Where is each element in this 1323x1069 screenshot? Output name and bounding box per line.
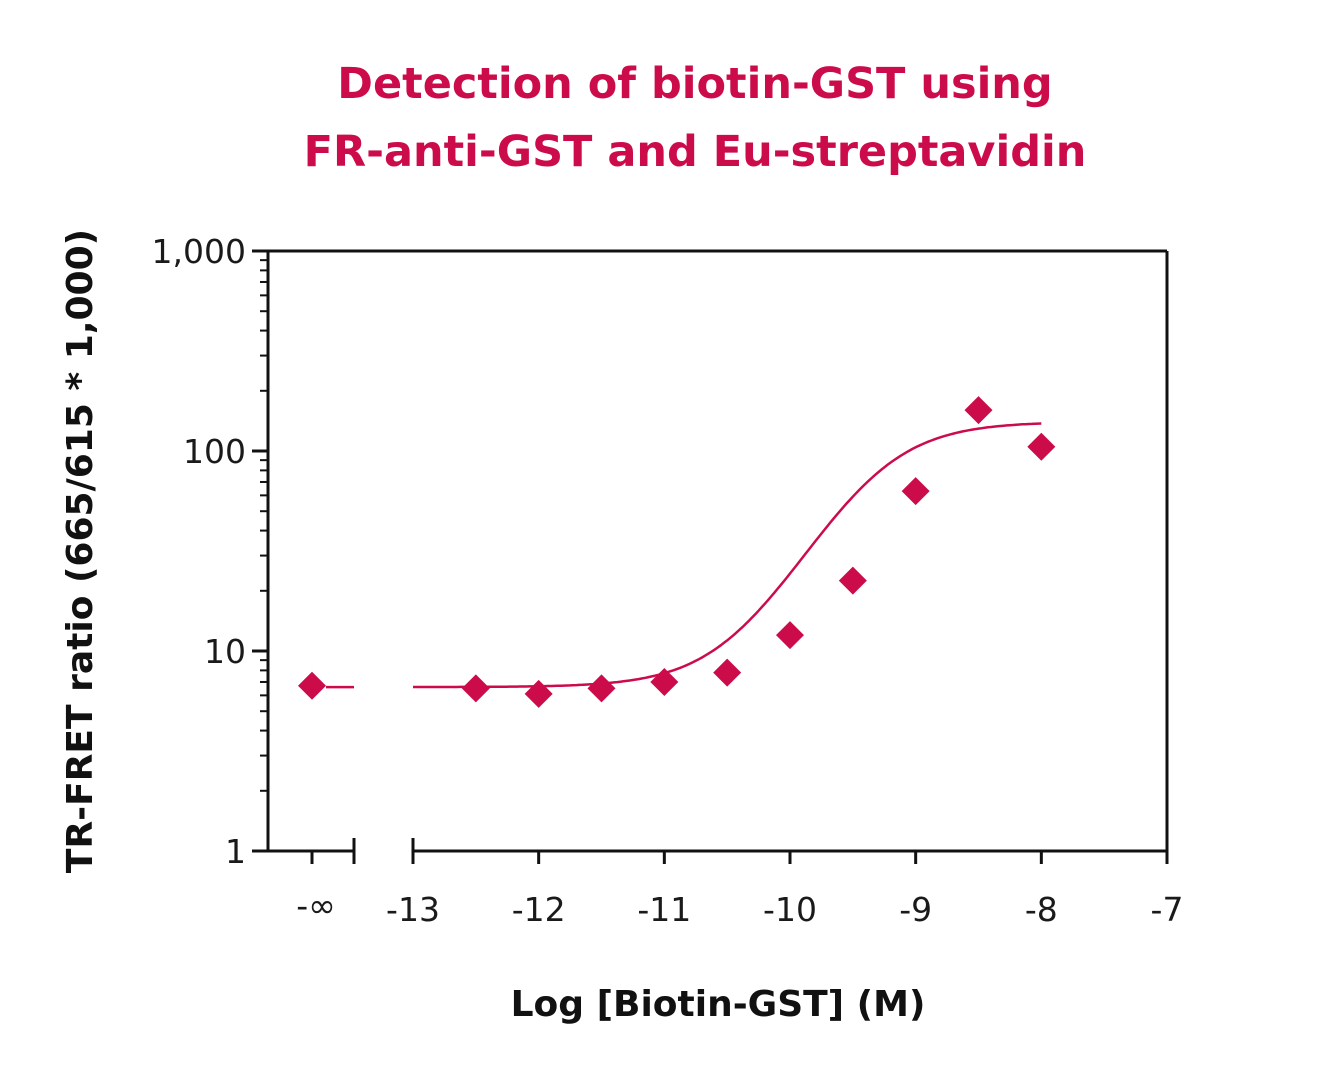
x-tick-label: -9	[899, 890, 932, 929]
x-tick-label: -7	[1151, 890, 1184, 929]
data-point-zero	[298, 671, 326, 700]
data-point	[524, 679, 553, 708]
x-tick-label: -13	[386, 890, 440, 929]
data-point	[776, 621, 804, 650]
data-points	[298, 396, 1056, 708]
data-point	[838, 566, 867, 595]
data-point	[901, 477, 930, 506]
data-point	[964, 396, 993, 425]
x-tick-label: -12	[512, 890, 566, 929]
data-point	[587, 674, 616, 703]
x-tick-label: -10	[763, 890, 817, 929]
chart-title: Detection of biotin-GST using FR-anti-GS…	[0, 50, 1323, 186]
fit-curve-group	[326, 422, 1042, 689]
data-point	[461, 674, 490, 703]
x-tick-label: -8	[1025, 890, 1058, 929]
data-point	[650, 667, 679, 696]
x-zero-tick-label: -∞	[296, 886, 335, 925]
y-axis: 1 10 100 1,000	[152, 232, 268, 871]
y-tick-label: 1	[225, 832, 246, 871]
x-axis-title: Log [Biotin-GST] (M)	[511, 984, 926, 1025]
data-point	[713, 658, 742, 687]
chart-title-line-2: FR-anti-GST and Eu-streptavidin	[303, 127, 1087, 177]
data-point	[1027, 432, 1056, 461]
x-axis: -13 -12 -11 -10 -9 -8 -7 -∞	[296, 851, 1183, 929]
y-tick-label: 1,000	[152, 232, 246, 271]
chart-title-line-1: Detection of biotin-GST using	[337, 59, 1053, 109]
plot-frame	[266, 249, 1169, 864]
y-axis-title: TR-FRET ratio (665/615 * 1,000)	[60, 229, 101, 873]
fit-curve	[413, 422, 1042, 689]
x-tick-label: -11	[637, 890, 691, 929]
y-tick-label: 100	[183, 432, 246, 471]
y-tick-label: 10	[204, 632, 246, 671]
